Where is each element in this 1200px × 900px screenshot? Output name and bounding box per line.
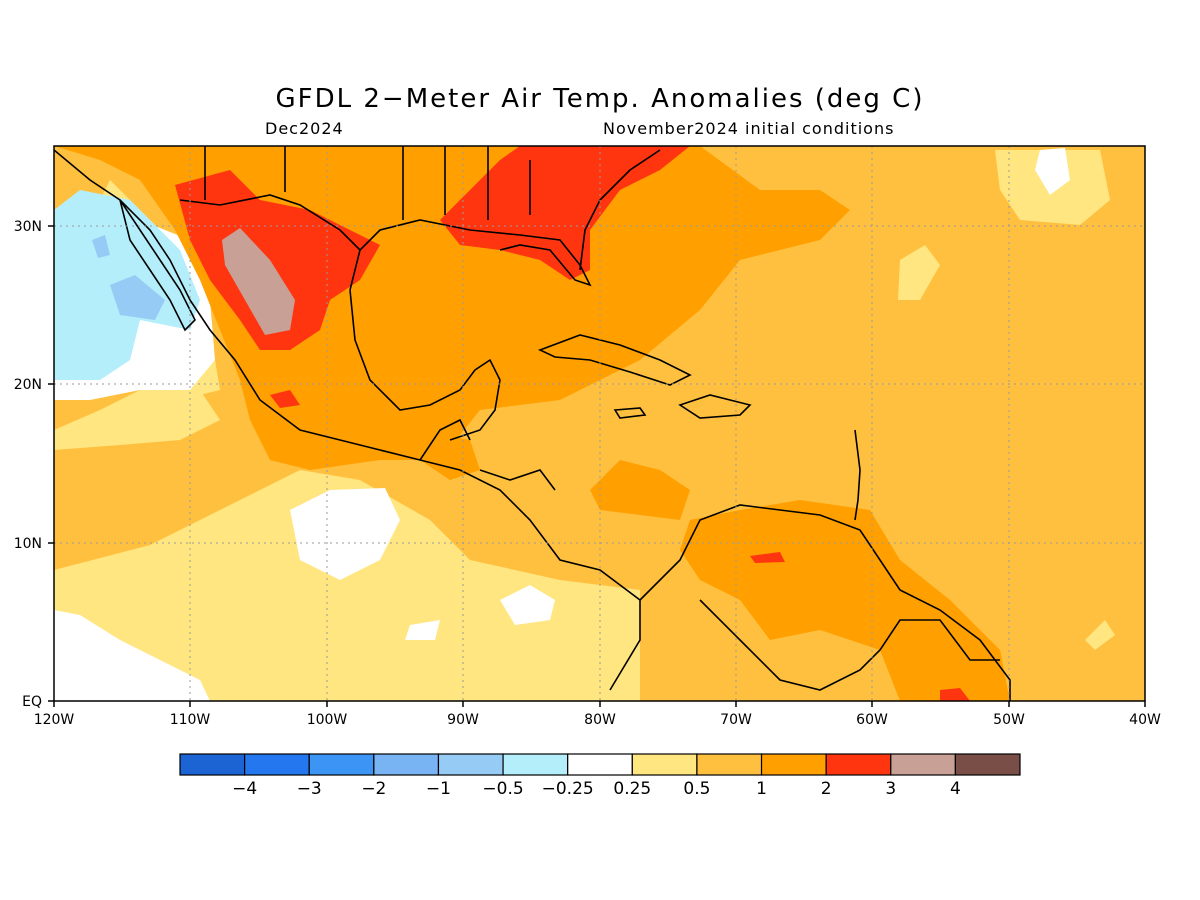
- lat-label-10N: 10N: [14, 536, 42, 552]
- colorbar-segment-7: [631, 753, 698, 776]
- anomaly-white-patch-2: [500, 585, 555, 625]
- colorbar-segment-3: [373, 753, 440, 776]
- coastline-gulf: [349, 219, 592, 441]
- anomaly-pale-atlantic-3: [1085, 620, 1115, 650]
- latitude-labels: 30N 20N 10N EQ: [14, 219, 42, 710]
- colorbar-segment-11: [890, 753, 956, 776]
- colorbar-label-11: 4: [950, 779, 961, 799]
- anomaly-white-patch-4: [54, 610, 210, 701]
- anomaly-white-patch-3: [405, 620, 440, 640]
- forecast-month: Dec2024: [265, 119, 344, 138]
- lon-label-40W: 40W: [1129, 712, 1161, 728]
- colorbar-label-5: −0.25: [542, 779, 594, 799]
- border-us-mexico: [179, 194, 361, 251]
- anomaly-orange-caribbean: [590, 460, 690, 520]
- anomaly-red-small: [270, 390, 300, 408]
- lon-label-80W: 80W: [584, 712, 616, 728]
- colorbar-label-10: 3: [885, 779, 896, 799]
- colorbar-segment-9: [760, 753, 827, 776]
- colorbar-segment-6: [567, 753, 633, 776]
- anomaly-blue-west: [110, 275, 165, 320]
- lat-label-30N: 30N: [14, 219, 42, 235]
- lat-label-EQ: EQ: [22, 694, 42, 710]
- lon-label-50W: 50W: [993, 712, 1025, 728]
- anomaly-red-southeast-us: [440, 146, 690, 280]
- anomaly-blue-west-2: [92, 235, 110, 258]
- gridlines: [54, 146, 1145, 701]
- lon-label-60W: 60W: [856, 712, 888, 728]
- colorbar-label-6: 0.25: [613, 779, 651, 799]
- lon-label-100W: 100W: [307, 712, 348, 728]
- anomaly-red-mexico: [175, 170, 380, 350]
- anomaly-red-venezuela: [750, 552, 785, 563]
- lon-label-70W: 70W: [720, 712, 752, 728]
- anomaly-pale-atlantic-2: [898, 245, 940, 300]
- lon-label-90W: 90W: [447, 712, 479, 728]
- lat-label-20N: 20N: [14, 377, 42, 393]
- coastline-south-america: [639, 504, 1011, 701]
- tick-marks: [48, 225, 1146, 707]
- colorbar-segment-1: [244, 753, 310, 776]
- coastline-north-america: [54, 149, 641, 691]
- anomaly-orange-southamerica: [680, 500, 1010, 701]
- initial-conditions-label: November2024 initial conditions: [603, 119, 895, 138]
- colorbar-label-7: 0.5: [683, 779, 710, 799]
- colorbar-label-3: −1: [426, 779, 451, 799]
- colorbar-label-4: −0.5: [482, 779, 523, 799]
- colorbar-segment-4: [437, 753, 504, 776]
- anomaly-pale-pacific: [54, 470, 640, 701]
- coastline-hispaniola: [678, 394, 752, 419]
- colorbar-segment-0: [179, 753, 246, 776]
- colorbar-label-9: 2: [821, 779, 832, 799]
- border-us-states: [204, 146, 531, 220]
- anomaly-brown-mexico: [222, 228, 295, 335]
- anomaly-orange-pacific-coast: [420, 430, 480, 480]
- colorbar-segment-2: [308, 753, 375, 776]
- anomaly-white-patch-5: [1035, 148, 1070, 195]
- anomaly-white-patch-1: [290, 488, 400, 580]
- colorbar-segment-12: [954, 753, 1021, 776]
- colorbar-segment-8: [696, 753, 763, 776]
- map-title: GFDL 2−Meter Air Temp. Anomalies (deg C): [275, 84, 925, 114]
- border-central-america: [419, 418, 556, 491]
- colorbar-segment-10: [825, 753, 892, 776]
- anomaly-pale-pacific-upper: [54, 380, 220, 450]
- longitude-labels: 120W 110W 100W 90W 80W 70W 60W 50W 40W: [34, 712, 1161, 728]
- coastline-jamaica: [613, 407, 647, 419]
- lon-label-110W: 110W: [170, 712, 211, 728]
- coastline-baja: [119, 199, 196, 332]
- anomaly-red-guiana: [940, 688, 970, 701]
- colorbar: −4 −3 −2 −1 −0.5 −0.25 0.25 0.5 1 2 3 4: [179, 753, 1021, 799]
- lon-label-120W: 120W: [34, 712, 75, 728]
- colorbar-segment-5: [502, 753, 569, 776]
- anomaly-field: [54, 146, 1145, 701]
- colorbar-label-2: −2: [361, 779, 386, 799]
- colorbar-label-1: −3: [297, 779, 322, 799]
- border-south-america: [699, 599, 1000, 691]
- coastline-lesser-antilles: [854, 429, 861, 521]
- colorbar-label-0: −4: [232, 779, 257, 799]
- colorbar-label-8: 1: [756, 779, 767, 799]
